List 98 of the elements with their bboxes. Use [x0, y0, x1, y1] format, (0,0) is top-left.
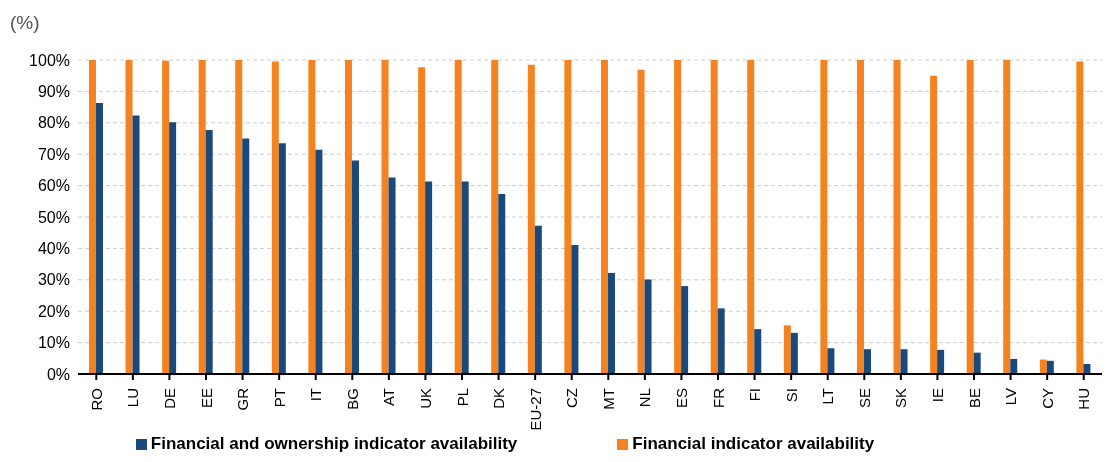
bar	[388, 177, 396, 374]
bar	[351, 160, 359, 374]
bar	[418, 67, 426, 374]
bar	[681, 286, 689, 374]
bar	[754, 329, 762, 374]
x-tick-label: AT	[380, 388, 398, 407]
bar	[527, 64, 535, 374]
bar	[95, 103, 103, 374]
x-tick-label: BE	[965, 388, 983, 409]
bar	[637, 69, 645, 374]
legend-label: Financial indicator availability	[632, 434, 875, 453]
y-tick-label: 90%	[37, 83, 70, 101]
x-tick-label: LU	[124, 388, 142, 408]
bar	[205, 130, 213, 374]
bar	[235, 60, 243, 374]
x-tick-label: SE	[855, 388, 873, 409]
bar	[491, 60, 499, 374]
bar	[132, 115, 140, 374]
bar	[863, 349, 871, 374]
y-tick-label: 60%	[37, 177, 70, 195]
x-tick-label: FR	[709, 387, 727, 408]
y-tick-label: 80%	[37, 114, 70, 132]
bar	[315, 149, 323, 374]
bar	[966, 60, 974, 374]
x-tick-label: RO	[87, 388, 105, 411]
x-tick-label: GR	[234, 387, 252, 411]
x-tick-label: IT	[307, 388, 325, 402]
y-axis-title: (%)	[10, 12, 40, 34]
y-tick-label: 70%	[37, 145, 70, 163]
bar	[930, 75, 938, 374]
x-tick-label: DK	[490, 388, 508, 409]
x-tick-label: SK	[892, 388, 910, 409]
x-tick-label: ES	[672, 388, 690, 409]
bar	[820, 60, 828, 374]
bar	[973, 352, 981, 374]
bar	[827, 348, 835, 374]
bar	[381, 60, 389, 374]
bar	[308, 60, 316, 374]
x-tick-label: EU-27	[526, 388, 544, 431]
bar	[534, 225, 542, 374]
bar	[790, 332, 798, 374]
x-tick-label: EE	[197, 388, 215, 409]
x-tick-label: HU	[1075, 388, 1093, 410]
bar	[425, 181, 433, 374]
x-tick-label: MT	[599, 388, 617, 410]
bar	[88, 60, 96, 374]
x-tick-label: PL	[453, 388, 471, 407]
bar	[710, 60, 718, 374]
bar	[783, 325, 791, 374]
bar	[747, 60, 755, 374]
x-tick-label: CY	[1038, 388, 1056, 409]
y-tick-label: 50%	[37, 208, 70, 226]
y-tick-label: 30%	[37, 271, 70, 289]
x-tick-label: LT	[819, 388, 837, 405]
bar	[278, 143, 286, 374]
y-tick-label: 10%	[37, 334, 70, 352]
bar	[271, 61, 279, 374]
bar	[1076, 61, 1084, 374]
x-tick-label: FI	[746, 388, 764, 402]
bar	[856, 60, 864, 374]
bar	[1046, 360, 1054, 374]
bar	[454, 60, 462, 374]
bar	[937, 349, 945, 374]
x-tick-label: IE	[928, 388, 946, 403]
x-tick-label: CZ	[563, 388, 581, 408]
x-tick-label: LV	[1002, 388, 1020, 406]
bar	[1083, 363, 1091, 374]
x-tick-label: DE	[160, 388, 178, 409]
bar	[1010, 358, 1018, 374]
bar	[644, 279, 652, 374]
y-tick-label: 40%	[37, 240, 70, 258]
bar	[198, 60, 206, 374]
bar	[125, 60, 133, 374]
legend-label: Financial and ownership indicator availability	[150, 434, 518, 453]
bar	[242, 138, 250, 374]
y-tick-label: 0%	[46, 365, 70, 383]
bar	[717, 308, 725, 374]
bar	[893, 60, 901, 374]
bar	[900, 349, 908, 374]
bar	[600, 60, 608, 374]
bar	[674, 60, 682, 374]
x-tick-label: BG	[343, 388, 361, 410]
bar	[607, 272, 615, 374]
bar	[564, 60, 572, 374]
y-tick-label: 20%	[37, 302, 70, 320]
bar	[571, 244, 579, 374]
x-tick-label: SI	[782, 388, 800, 403]
x-tick-label: UK	[416, 388, 434, 409]
bar	[162, 60, 170, 374]
x-tick-label: PT	[270, 388, 288, 408]
bar	[498, 194, 506, 374]
bar	[169, 122, 177, 374]
x-tick-label: NL	[636, 388, 654, 408]
y-tick-label: 100%	[29, 51, 70, 69]
bar	[1039, 359, 1047, 374]
bar	[461, 181, 469, 374]
bar	[344, 60, 352, 374]
bar	[1003, 60, 1011, 374]
